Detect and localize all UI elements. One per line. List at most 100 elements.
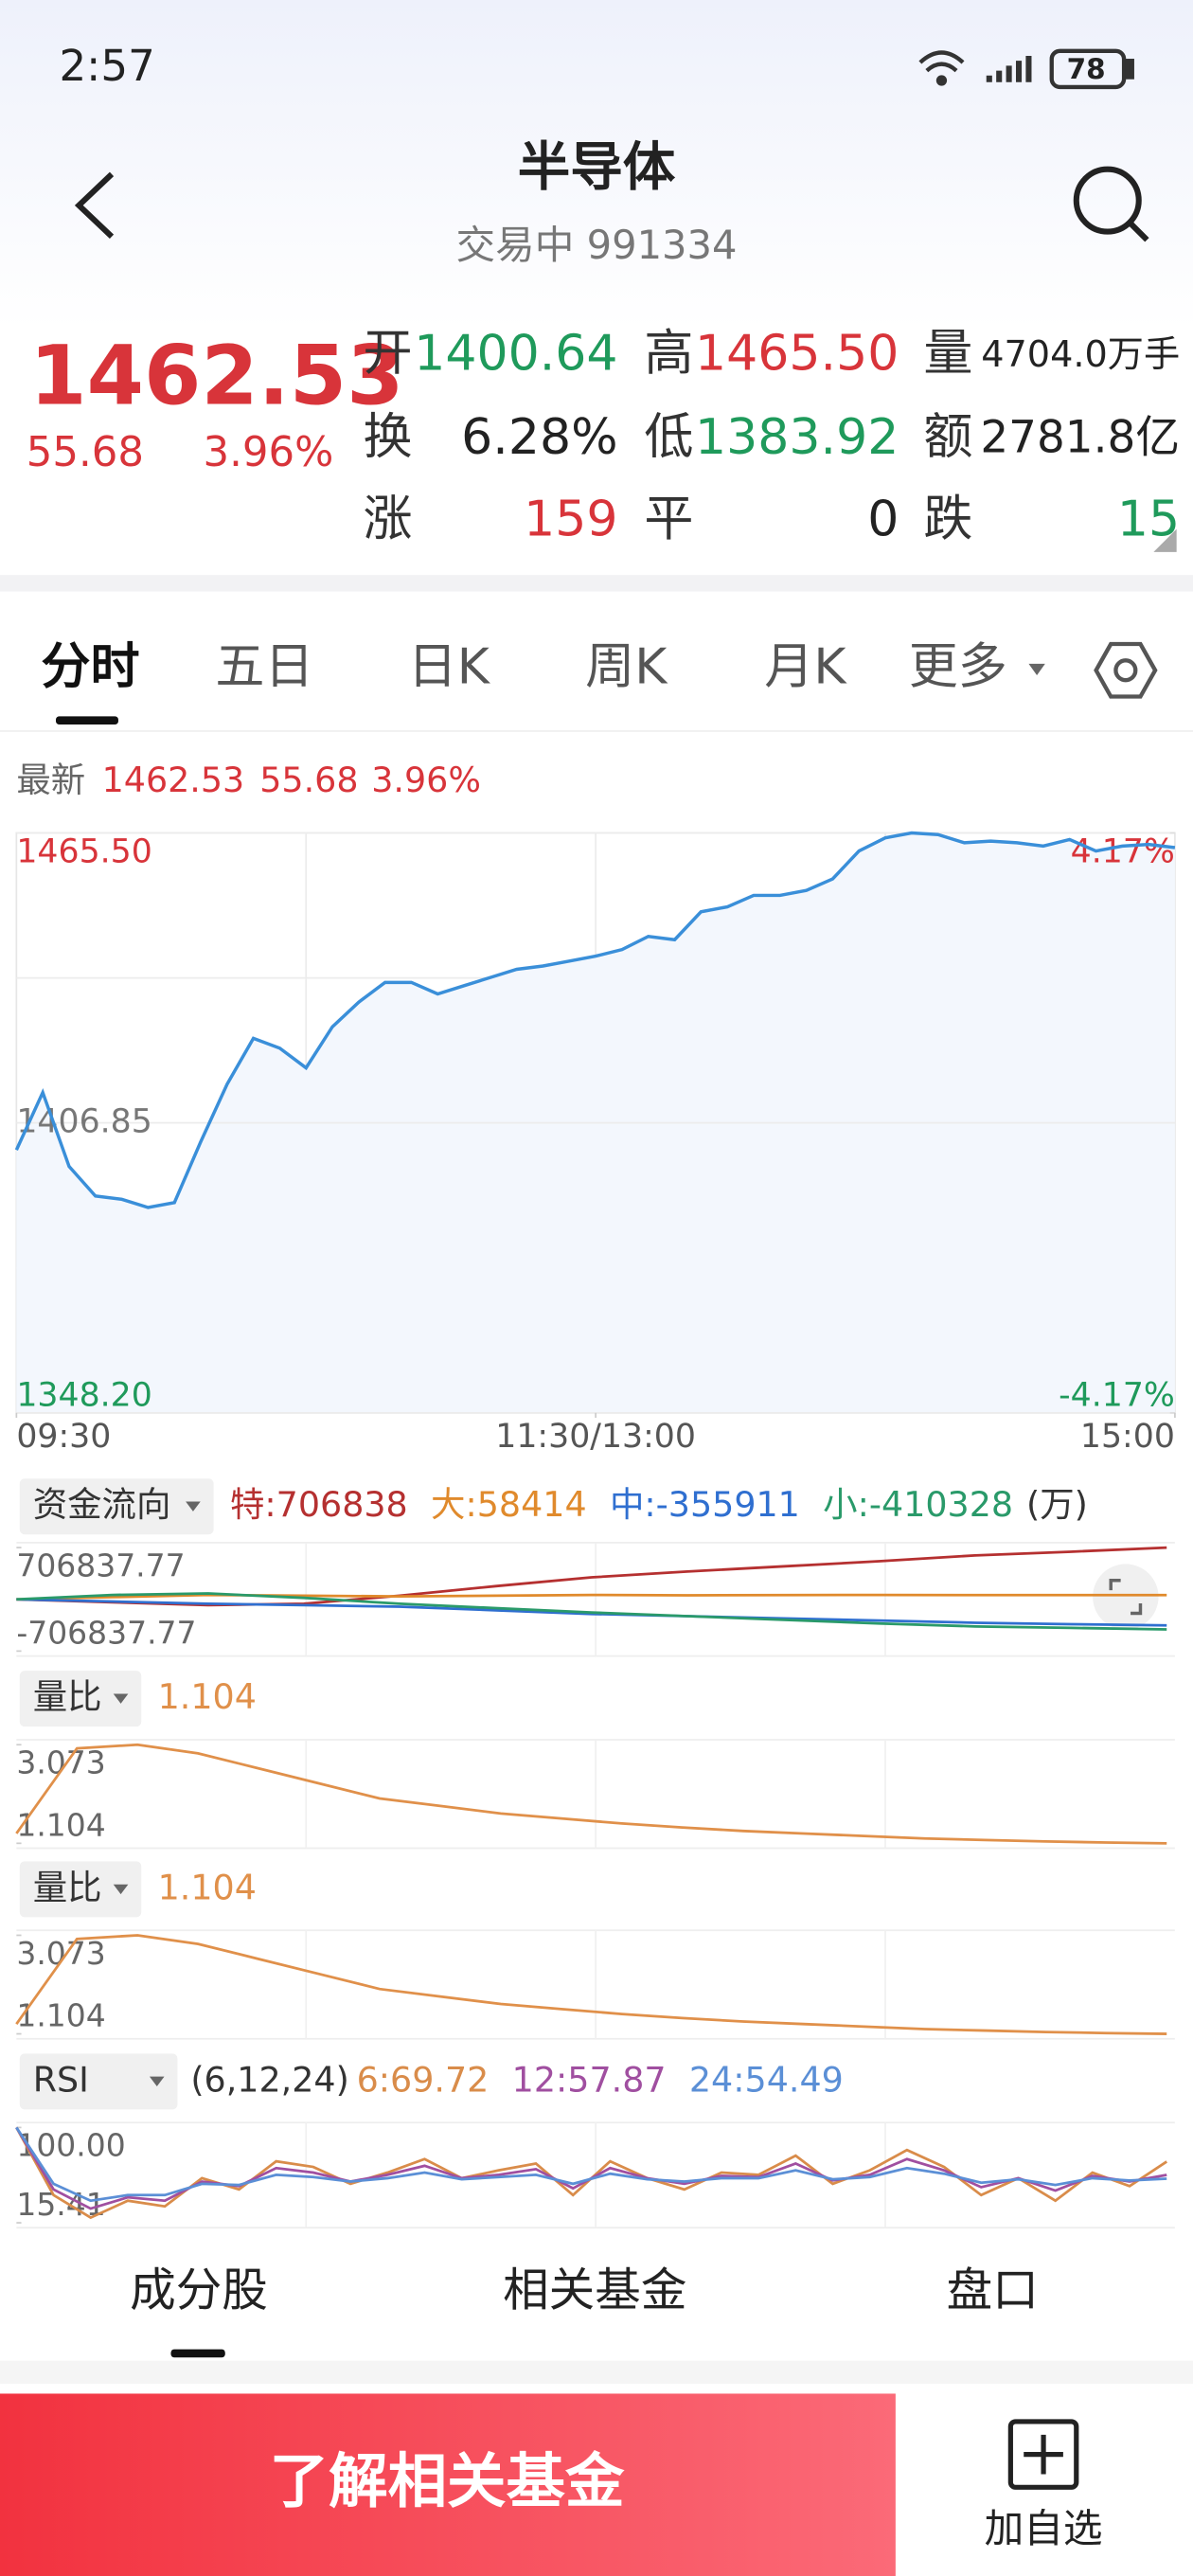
- latest-price: 1462.53: [102, 760, 245, 800]
- search-button[interactable]: [1073, 166, 1149, 242]
- series-line: [16, 1592, 1167, 1631]
- latest-pct: 3.96%: [371, 760, 481, 800]
- stat-value: 1383.92: [695, 409, 899, 466]
- y-tick-label: 3.073: [16, 1935, 105, 1972]
- panel-title: 量比: [33, 1676, 102, 1717]
- quote-price: 1462.53: [29, 328, 403, 423]
- panel-params: (6,12,24): [190, 2059, 348, 2100]
- add-watch-icon[interactable]: [1007, 2419, 1079, 2490]
- dropdown-arrow: [149, 2076, 165, 2087]
- x-tick-label: 15:00: [1080, 1418, 1175, 1456]
- stat-label: 涨: [364, 492, 413, 548]
- stat-value: 6.28%: [461, 409, 617, 466]
- legend-entry: 1.104: [158, 1676, 257, 1717]
- back-button[interactable]: [74, 171, 115, 239]
- stat-label: 低: [644, 409, 693, 466]
- x-tick-label: 09:30: [16, 1418, 111, 1456]
- legend-entry: 特:706838: [230, 1484, 408, 1525]
- panel-title: 量比: [33, 1867, 102, 1907]
- y-tick-label: 1.104: [16, 1806, 105, 1843]
- stat-value: 2781.8亿: [980, 412, 1180, 463]
- legend-entry: 1.104: [158, 1867, 257, 1907]
- legend-entry: 中:-355911: [610, 1484, 800, 1525]
- stat-value: 159: [524, 492, 617, 548]
- stat-value: 15: [1117, 492, 1180, 548]
- legend-entry: 6:69.72: [357, 2059, 490, 2100]
- x-tick-label: 11:30/13:00: [495, 1418, 696, 1456]
- y-tick-label: 1348.20: [16, 1376, 151, 1414]
- stat-label: 换: [364, 409, 413, 466]
- battery-level: 78: [1067, 53, 1106, 85]
- series-line: [15, 2126, 1167, 2210]
- quote-pct: 3.96%: [204, 429, 334, 476]
- latest-label: 最新: [16, 760, 85, 800]
- stat-label: 额: [923, 409, 972, 466]
- bottom-tab[interactable]: 成分股: [130, 2264, 268, 2317]
- series-line: [16, 1593, 1167, 1601]
- dropdown-arrow: [113, 1693, 129, 1704]
- legend-entry: 24:54.49: [689, 2059, 844, 2100]
- series-line: [16, 1598, 1167, 1627]
- y2-tick-label: 4.17%: [1071, 832, 1175, 870]
- tab[interactable]: 更多: [909, 639, 1007, 696]
- page-title: 半导体: [518, 137, 676, 199]
- tab-indicator: [56, 716, 118, 724]
- page-subtitle: 交易中 991334: [455, 222, 737, 268]
- panel-title: RSI: [33, 2059, 89, 2100]
- series-line: [15, 1934, 1167, 2035]
- stat-value: 1400.64: [414, 325, 617, 382]
- y-tick-label: 3.073: [16, 1744, 105, 1781]
- bottom-tab[interactable]: 相关基金: [503, 2264, 686, 2317]
- series-line: [15, 2126, 1167, 2203]
- y-tick-label: -706837.77: [16, 1615, 196, 1652]
- y-tick-label: 1.104: [16, 1997, 105, 2034]
- latest-change: 55.68: [259, 760, 358, 800]
- stat-label: 跌: [923, 492, 972, 548]
- secondary-button-label[interactable]: 加自选: [985, 2505, 1103, 2551]
- settings-button[interactable]: [1094, 641, 1158, 699]
- series-line: [14, 831, 1176, 1209]
- tab[interactable]: 周K: [585, 639, 668, 696]
- y2-tick-label: -4.17%: [1059, 1376, 1175, 1414]
- primary-button-label: 了解相关基金: [270, 2447, 625, 2516]
- bottom-tab-indicator: [170, 2349, 225, 2358]
- panel-dropdown[interactable]: [19, 1478, 214, 1535]
- quote-change: 55.68: [27, 429, 144, 476]
- legend-entry: 12:57.87: [512, 2059, 667, 2100]
- panel-title: 资金流向: [33, 1484, 171, 1525]
- bottom-tab[interactable]: 盘口: [947, 2264, 1039, 2317]
- status-icons: [918, 48, 1134, 90]
- series-line: [15, 1743, 1167, 1845]
- panel-dropdown[interactable]: [19, 2053, 178, 2110]
- stat-value: 0: [867, 492, 899, 548]
- divider: [0, 575, 1193, 592]
- legend-entry: 大:58414: [431, 1484, 587, 1525]
- expand-button[interactable]: [1093, 1564, 1159, 1630]
- y-tick-label: 1465.50: [16, 832, 151, 870]
- tab[interactable]: 分时: [41, 639, 139, 696]
- series-line: [16, 1546, 1167, 1607]
- stat-label: 平: [644, 492, 693, 548]
- stat-label: 开: [364, 325, 413, 382]
- status-time: 2:57: [59, 41, 154, 91]
- stat-label: 量: [923, 325, 972, 382]
- dropdown-arrow: [186, 1501, 201, 1512]
- tab[interactable]: 日K: [408, 639, 491, 696]
- y-tick-label: 1406.85: [16, 1103, 151, 1141]
- dropdown-arrow: [1028, 663, 1045, 675]
- panel-dropdown[interactable]: [19, 1671, 142, 1727]
- y-tick-label: 706837.77: [16, 1547, 185, 1583]
- dropdown-arrow: [113, 1884, 129, 1895]
- stat-value: 4704.0万手: [981, 334, 1180, 376]
- stat-value: 1465.50: [695, 325, 899, 382]
- tab[interactable]: 五日: [215, 639, 313, 696]
- series-line: [15, 2126, 1167, 2220]
- panel-dropdown[interactable]: [19, 1861, 142, 1918]
- bottom-divider: [0, 2360, 1193, 2385]
- header-bg: [0, 0, 1193, 329]
- primary-button[interactable]: [0, 2393, 896, 2576]
- tab[interactable]: 月K: [764, 639, 847, 696]
- unit-label: (万): [1026, 1484, 1088, 1525]
- legend-entry: 小:-410328: [823, 1484, 1013, 1525]
